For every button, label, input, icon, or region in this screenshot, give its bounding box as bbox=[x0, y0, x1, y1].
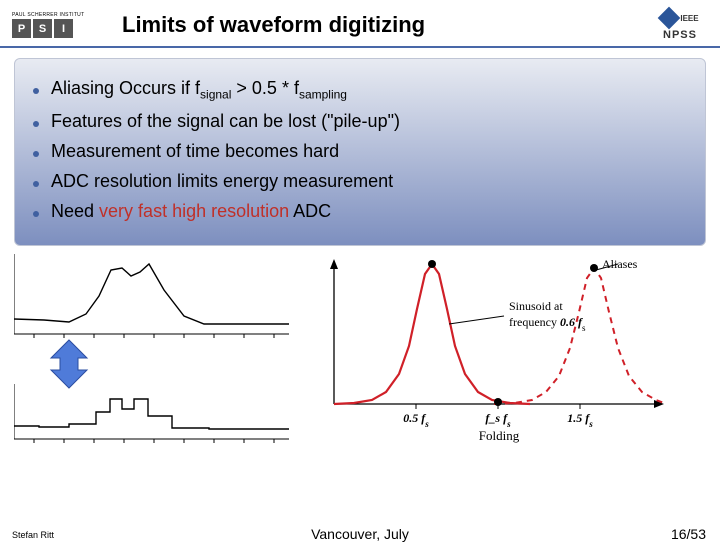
bullet-dot-icon bbox=[33, 181, 39, 187]
footer-author: Stefan Ritt bbox=[12, 530, 54, 540]
psi-letter-0: P bbox=[12, 19, 31, 38]
bullet-4-text: ADC resolution limits energy measurement bbox=[51, 171, 393, 192]
bullet-dot-icon bbox=[33, 211, 39, 217]
bullet-dot-icon bbox=[33, 88, 39, 94]
figure-pileup bbox=[14, 254, 294, 444]
bullet-2-text: Features of the signal can be lost ("pil… bbox=[51, 111, 400, 132]
bullet-1-text: Aliasing Occurs if fsignal > 0.5 * fsamp… bbox=[51, 78, 347, 102]
svg-text:1.5 fs: 1.5 fs bbox=[567, 411, 593, 429]
aliasing-svg: 0.5 fs f_s fs 1.5 fs Folding Aliases Sinusoid… bbox=[314, 254, 674, 444]
psi-logo-caption: PAUL SCHERRER INSTITUT bbox=[12, 12, 84, 18]
ieee-diamond-icon bbox=[658, 6, 681, 29]
svg-text:Folding: Folding bbox=[479, 428, 520, 443]
ieee-text: IEEE bbox=[680, 14, 698, 23]
slide-header: PAUL SCHERRER INSTITUT P S I Limits of w… bbox=[0, 0, 720, 48]
bullet-1: Aliasing Occurs if fsignal > 0.5 * fsamp… bbox=[33, 78, 689, 102]
bullet-3-text: Measurement of time becomes hard bbox=[51, 141, 339, 162]
psi-letter-2: I bbox=[54, 19, 73, 38]
psi-letter-1: S bbox=[33, 19, 52, 38]
slide-title: Limits of waveform digitizing bbox=[122, 12, 652, 38]
pileup-svg bbox=[14, 254, 294, 444]
bullet-dot-icon bbox=[33, 151, 39, 157]
content-panel: Aliasing Occurs if fsignal > 0.5 * fsamp… bbox=[14, 58, 706, 246]
bullet-2: Features of the signal can be lost ("pil… bbox=[33, 111, 689, 132]
svg-text:f_s fs: f_s fs bbox=[485, 411, 511, 429]
figure-aliasing: 0.5 fs f_s fs 1.5 fs Folding Aliases Sinusoid… bbox=[314, 254, 684, 444]
figures-row: 0.5 fs f_s fs 1.5 fs Folding Aliases Sinusoid… bbox=[14, 254, 706, 444]
psi-logo-boxes: P S I bbox=[12, 19, 73, 38]
bullet-3: Measurement of time becomes hard bbox=[33, 141, 689, 162]
svg-text:Sinusoid at: Sinusoid at bbox=[509, 299, 563, 313]
npss-text: NPSS bbox=[663, 29, 697, 41]
ieee-npss-logo: IEEE NPSS bbox=[652, 6, 708, 44]
bullet-5: Need very fast high resolution ADC bbox=[33, 201, 689, 222]
psi-logo: PAUL SCHERRER INSTITUT P S I bbox=[12, 6, 102, 44]
bullet-4: ADC resolution limits energy measurement bbox=[33, 171, 689, 192]
svg-text:0.5 fs: 0.5 fs bbox=[403, 411, 429, 429]
bullet-dot-icon bbox=[33, 121, 39, 127]
bullet-5-text: Need very fast high resolution ADC bbox=[51, 201, 331, 222]
svg-text:Aliases: Aliases bbox=[602, 257, 638, 271]
